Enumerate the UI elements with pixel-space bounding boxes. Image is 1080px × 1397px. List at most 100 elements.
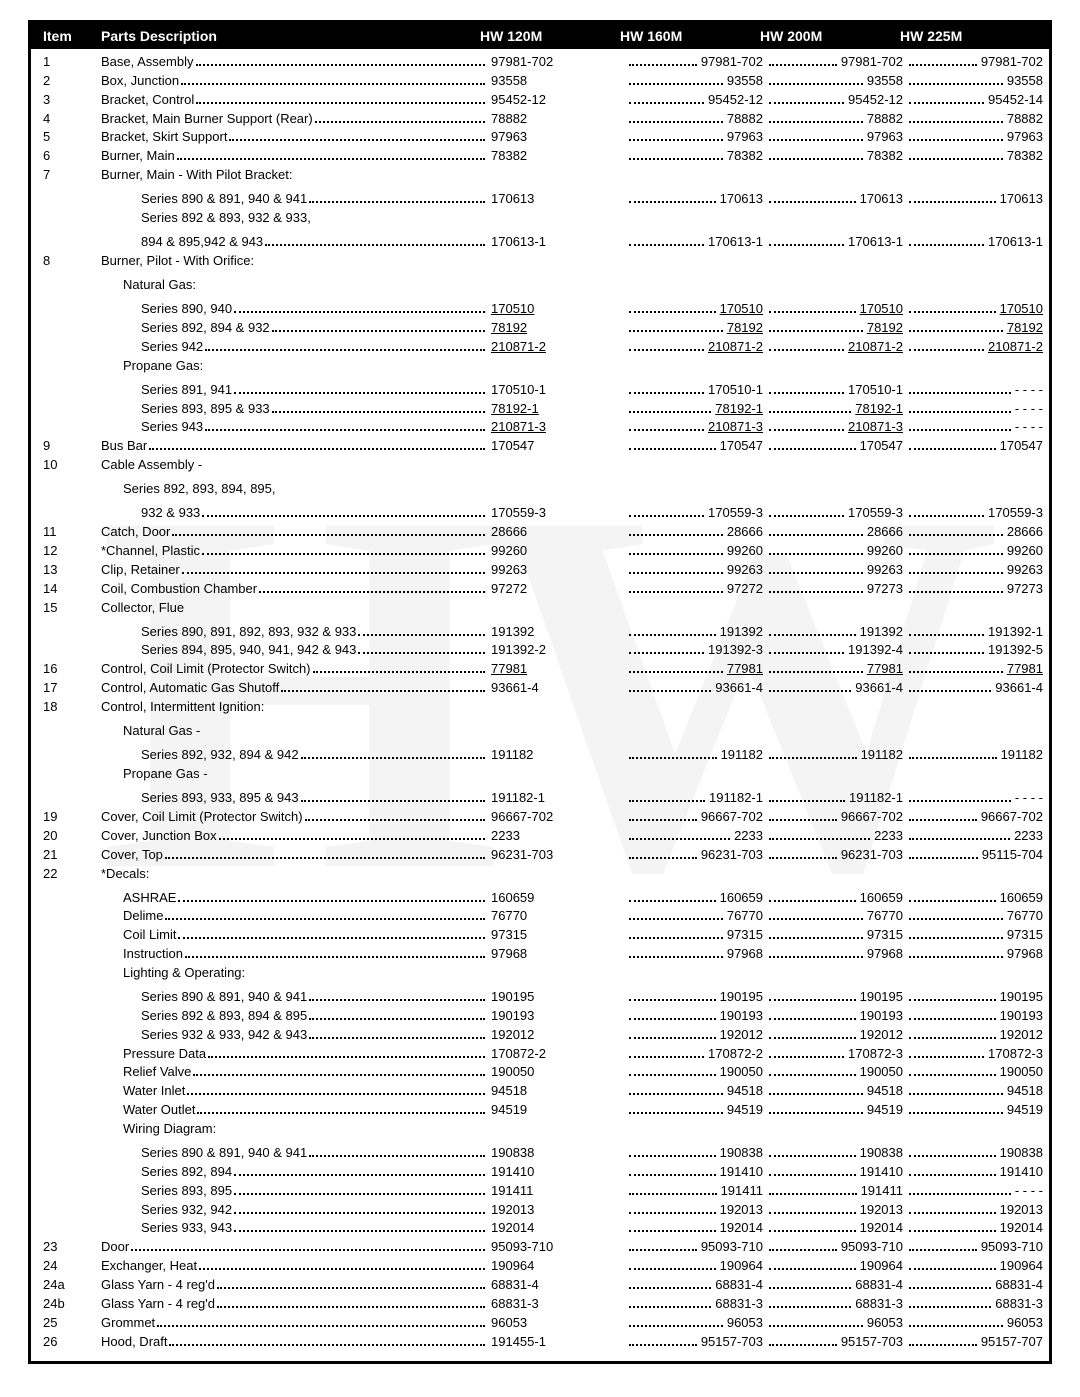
part-value: 2233 <box>874 827 909 846</box>
table-row: 17Control, Automatic Gas Shutoff93661-49… <box>31 679 1049 698</box>
table-row: 5Bracket, Skirt Support97963979639796397… <box>31 128 1049 147</box>
table-row: Series 892, 894191410191410191410191410 <box>31 1163 1049 1182</box>
part-value: 170613-1 <box>848 233 909 252</box>
part-description: Series 890 & 891, 940 & 941 <box>101 1144 489 1163</box>
part-value: 97315 <box>867 926 909 945</box>
part-values: 190050190050190050190050 <box>489 1063 1049 1082</box>
part-description: Catch, Door <box>101 523 489 542</box>
part-value: 77981 <box>727 660 769 679</box>
part-value: 190838 <box>489 1144 540 1163</box>
part-value: 190964 <box>860 1257 909 1276</box>
part-values: 191392-2191392-3191392-4191392-5 <box>489 641 1049 660</box>
part-value: 190195 <box>1000 988 1049 1007</box>
part-value: 96667-702 <box>489 808 559 827</box>
item-number: 15 <box>31 599 101 618</box>
table-row: Series 892 & 893, 932 & 933, <box>31 209 1049 233</box>
table-row: 14Coil, Combustion Chamber97272972729727… <box>31 580 1049 599</box>
part-description: Collector, Flue <box>101 599 489 618</box>
part-values: 78382783827838278382 <box>489 147 1049 166</box>
part-description: Control, Intermittent Ignition: <box>101 698 489 717</box>
part-value: 190050 <box>489 1063 540 1082</box>
table-row: Series 893, 933, 895 & 943191182-1191182… <box>31 789 1049 808</box>
part-value: 97963 <box>727 128 769 147</box>
part-description: Door <box>101 1238 489 1257</box>
part-value: 68831-4 <box>489 1276 545 1295</box>
part-values: 97963979639796397963 <box>489 128 1049 147</box>
item-number: 11 <box>31 523 101 542</box>
part-values: 170559-3170559-3170559-3170559-3 <box>489 504 1049 523</box>
table-row: Series 891, 941170510-1170510-1170510-1-… <box>31 381 1049 400</box>
part-value: 95452-12 <box>489 91 552 110</box>
item-number: 19 <box>31 808 101 827</box>
part-value: 78882 <box>1007 110 1049 129</box>
table-row: Series 893, 895 & 93378192-178192-178192… <box>31 400 1049 419</box>
part-value: 192013 <box>489 1201 540 1220</box>
part-description: Series 890 & 891, 940 & 941 <box>101 190 489 209</box>
part-value: 78192 <box>727 319 769 338</box>
part-description: Wiring Diagram: <box>101 1120 489 1139</box>
part-value: 170547 <box>1000 437 1049 456</box>
part-value: 191392 <box>489 623 540 642</box>
part-value: 93558 <box>867 72 909 91</box>
part-values: 96053960539605396053 <box>489 1314 1049 1333</box>
part-value: 191392-3 <box>708 641 769 660</box>
part-value: 191410 <box>720 1163 769 1182</box>
part-values: 210871-3210871-3210871-3- - - - <box>489 418 1049 437</box>
part-description: Relief Valve <box>101 1063 489 1082</box>
table-row: Series 892, 893, 894, 895, <box>31 480 1049 504</box>
item-number: 22 <box>31 865 101 884</box>
part-value: 96053 <box>727 1314 769 1333</box>
part-value: 190964 <box>720 1257 769 1276</box>
part-description: Bracket, Control <box>101 91 489 110</box>
part-value: 95093-710 <box>489 1238 559 1257</box>
item-number: 12 <box>31 542 101 561</box>
part-values: 97968979689796897968 <box>489 945 1049 964</box>
part-value: 191455-1 <box>489 1333 552 1352</box>
part-value: 191392-2 <box>489 641 552 660</box>
part-value: 78382 <box>489 147 533 166</box>
part-value: 97963 <box>1007 128 1049 147</box>
part-values: 170613170613170613170613 <box>489 190 1049 209</box>
part-value: 68831-3 <box>855 1295 909 1314</box>
part-value: 170613 <box>489 190 540 209</box>
part-description: Series 892, 932, 894 & 942 <box>101 746 489 765</box>
part-description: Base, Assembly <box>101 53 489 72</box>
table-row: 6Burner, Main78382783827838278382 <box>31 147 1049 166</box>
part-value: 28666 <box>1007 523 1049 542</box>
part-value: 97315 <box>727 926 769 945</box>
part-values: 160659160659160659160659 <box>489 889 1049 908</box>
part-description: Series 932, 942 <box>101 1201 489 1220</box>
table-body: 1Base, Assembly97981-70297981-70297981-7… <box>31 49 1049 1361</box>
parts-table-frame: HW Item Parts Description HW 120M HW 160… <box>28 20 1052 1364</box>
part-value: 170613-1 <box>708 233 769 252</box>
item-number: 14 <box>31 580 101 599</box>
table-row: 13Clip, Retainer99263992639926399263 <box>31 561 1049 580</box>
table-row: 23Door95093-71095093-71095093-71095093-7… <box>31 1238 1049 1257</box>
part-description: Control, Automatic Gas Shutoff <box>101 679 489 698</box>
part-description: Cover, Coil Limit (Protector Switch) <box>101 808 489 827</box>
part-value: 99263 <box>867 561 909 580</box>
part-description: Series 892 & 893, 894 & 895 <box>101 1007 489 1026</box>
table-row: Water Outlet94519945199451994519 <box>31 1101 1049 1120</box>
part-value: - - - - <box>1015 1182 1049 1201</box>
table-row: Series 890 & 891, 940 & 9411908381908381… <box>31 1144 1049 1163</box>
item-number: 1 <box>31 53 101 72</box>
part-value: 190838 <box>860 1144 909 1163</box>
table-row: 16Control, Coil Limit (Protector Switch)… <box>31 660 1049 679</box>
header-hw120m: HW 120M <box>480 28 620 44</box>
part-value: 210871-3 <box>708 418 769 437</box>
table-row: Pressure Data170872-2170872-2170872-3170… <box>31 1045 1049 1064</box>
item-number: 7 <box>31 166 101 185</box>
part-description: 932 & 933 <box>101 504 489 523</box>
table-row: 894 & 895,942 & 943170613-1170613-117061… <box>31 233 1049 252</box>
part-description: Burner, Pilot - With Orifice: <box>101 252 489 271</box>
part-values: 190195190195190195190195 <box>489 988 1049 1007</box>
part-value: 192012 <box>1000 1026 1049 1045</box>
item-number: 5 <box>31 128 101 147</box>
part-description: *Decals: <box>101 865 489 884</box>
table-header: Item Parts Description HW 120M HW 160M H… <box>31 23 1049 49</box>
part-description: Series 890 & 891, 940 & 941 <box>101 988 489 1007</box>
part-description: Natural Gas - <box>101 722 489 741</box>
part-values: 192014192014192014192014 <box>489 1219 1049 1238</box>
part-value: 191392-4 <box>848 641 909 660</box>
